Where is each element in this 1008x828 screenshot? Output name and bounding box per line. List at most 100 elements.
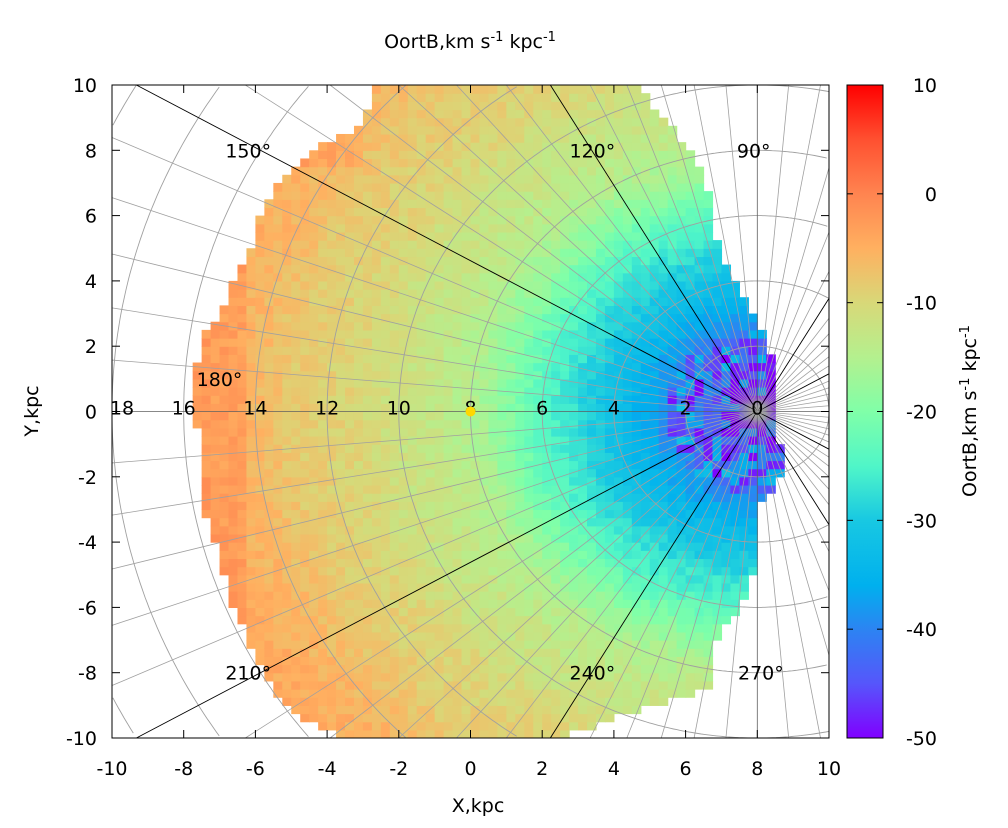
heatmap-cell bbox=[694, 321, 705, 331]
heatmap-cell bbox=[587, 574, 597, 584]
heatmap-cell bbox=[416, 550, 427, 560]
heatmap-cell bbox=[587, 411, 597, 421]
heatmap-cell bbox=[560, 395, 570, 404]
heatmap-cell bbox=[658, 452, 669, 462]
heatmap-cell bbox=[470, 672, 481, 682]
heatmap-cell bbox=[739, 419, 749, 429]
heatmap-cell bbox=[667, 468, 678, 478]
heatmap-cell bbox=[622, 591, 633, 600]
heatmap-cell bbox=[685, 452, 696, 462]
heatmap-cell bbox=[533, 721, 543, 731]
heatmap-cell bbox=[676, 199, 687, 209]
heatmap-cell bbox=[362, 501, 373, 511]
heatmap-cell bbox=[371, 713, 382, 723]
heatmap-cell bbox=[578, 435, 588, 445]
heatmap-cell bbox=[479, 452, 490, 462]
heatmap-cell bbox=[479, 582, 490, 592]
heatmap-cell bbox=[479, 289, 490, 298]
heatmap-cell bbox=[587, 664, 597, 674]
heatmap-cell bbox=[587, 289, 597, 298]
heatmap-cell bbox=[604, 427, 615, 437]
heatmap-cell bbox=[336, 411, 346, 421]
heatmap-cell bbox=[452, 101, 463, 111]
heatmap-cell bbox=[676, 207, 687, 217]
heatmap-cell bbox=[336, 631, 346, 641]
heatmap-cell bbox=[578, 484, 588, 494]
heatmap-cell bbox=[676, 615, 687, 625]
heatmap-cell bbox=[407, 117, 418, 127]
heatmap-cell bbox=[237, 517, 248, 527]
heatmap-cell bbox=[219, 378, 230, 388]
heatmap-cell bbox=[640, 256, 651, 266]
heatmap-cell bbox=[443, 574, 454, 584]
heatmap-cell bbox=[282, 517, 292, 527]
heatmap-cell bbox=[345, 289, 355, 298]
heatmap-cell bbox=[631, 460, 642, 470]
heatmap-cell bbox=[595, 427, 606, 437]
heatmap-cell bbox=[667, 411, 678, 421]
heatmap-cell bbox=[631, 264, 642, 274]
heatmap-cell bbox=[389, 133, 400, 143]
heatmap-cell bbox=[300, 533, 310, 543]
heatmap-cell bbox=[533, 395, 543, 404]
heatmap-cell bbox=[434, 640, 445, 649]
heatmap-cell bbox=[631, 93, 642, 102]
heatmap-cell bbox=[327, 191, 337, 200]
heatmap-cell bbox=[318, 689, 328, 698]
heatmap-cell bbox=[766, 354, 776, 364]
heatmap-cell bbox=[587, 689, 597, 698]
heatmap-cell bbox=[595, 85, 606, 94]
heatmap-cell bbox=[434, 395, 445, 404]
heatmap-cell bbox=[380, 395, 391, 404]
heatmap-cell bbox=[551, 166, 561, 176]
heatmap-cell bbox=[676, 142, 687, 151]
heatmap-cell bbox=[551, 542, 561, 551]
heatmap-cell bbox=[380, 223, 391, 233]
heatmap-cell bbox=[416, 501, 427, 511]
heatmap-cell bbox=[613, 672, 624, 682]
heatmap-cell bbox=[425, 158, 436, 168]
heatmap-cell bbox=[300, 378, 310, 388]
heatmap-cell bbox=[748, 378, 758, 388]
heatmap-cell bbox=[524, 411, 534, 421]
heatmap-cell bbox=[595, 346, 606, 355]
heatmap-cell bbox=[380, 713, 391, 723]
heatmap-cell bbox=[712, 321, 723, 331]
heatmap-cell bbox=[407, 346, 418, 355]
heatmap-cell bbox=[506, 329, 516, 339]
grid-ray bbox=[505, 411, 758, 739]
heatmap-cell bbox=[398, 207, 409, 217]
heatmap-cell bbox=[345, 582, 355, 592]
heatmap-cell bbox=[685, 484, 696, 494]
heatmap-cell bbox=[515, 338, 525, 347]
heatmap-cell bbox=[479, 223, 490, 233]
heatmap-cell bbox=[443, 289, 454, 298]
heatmap-cell bbox=[497, 321, 507, 331]
heatmap-cell bbox=[622, 582, 633, 592]
heatmap-cell bbox=[649, 158, 660, 168]
heatmap-cell bbox=[371, 656, 382, 666]
heatmap-cell bbox=[353, 346, 364, 355]
heatmap-cell bbox=[524, 468, 534, 478]
heatmap-cell bbox=[506, 256, 516, 266]
heatmap-cell bbox=[353, 656, 364, 666]
heatmap-cell bbox=[613, 125, 624, 135]
heatmap-cell bbox=[685, 158, 696, 168]
heatmap-cell bbox=[613, 533, 624, 543]
heatmap-cell bbox=[685, 362, 696, 372]
heatmap-cell bbox=[542, 346, 552, 355]
heatmap-cell bbox=[255, 435, 265, 445]
heatmap-cell bbox=[587, 166, 597, 176]
heatmap-cell bbox=[721, 533, 732, 543]
heatmap-cell bbox=[425, 256, 436, 266]
heatmap-cell bbox=[219, 305, 230, 315]
heatmap-cell bbox=[524, 721, 534, 731]
heatmap-cell bbox=[264, 199, 274, 209]
heatmap-cell bbox=[345, 517, 355, 527]
heatmap-cell bbox=[667, 174, 678, 184]
heatmap-cell bbox=[273, 550, 283, 560]
heatmap-cell bbox=[425, 313, 436, 323]
heatmap-cell bbox=[533, 542, 543, 551]
heatmap-cell bbox=[282, 338, 292, 347]
heatmap-cell bbox=[407, 713, 418, 723]
